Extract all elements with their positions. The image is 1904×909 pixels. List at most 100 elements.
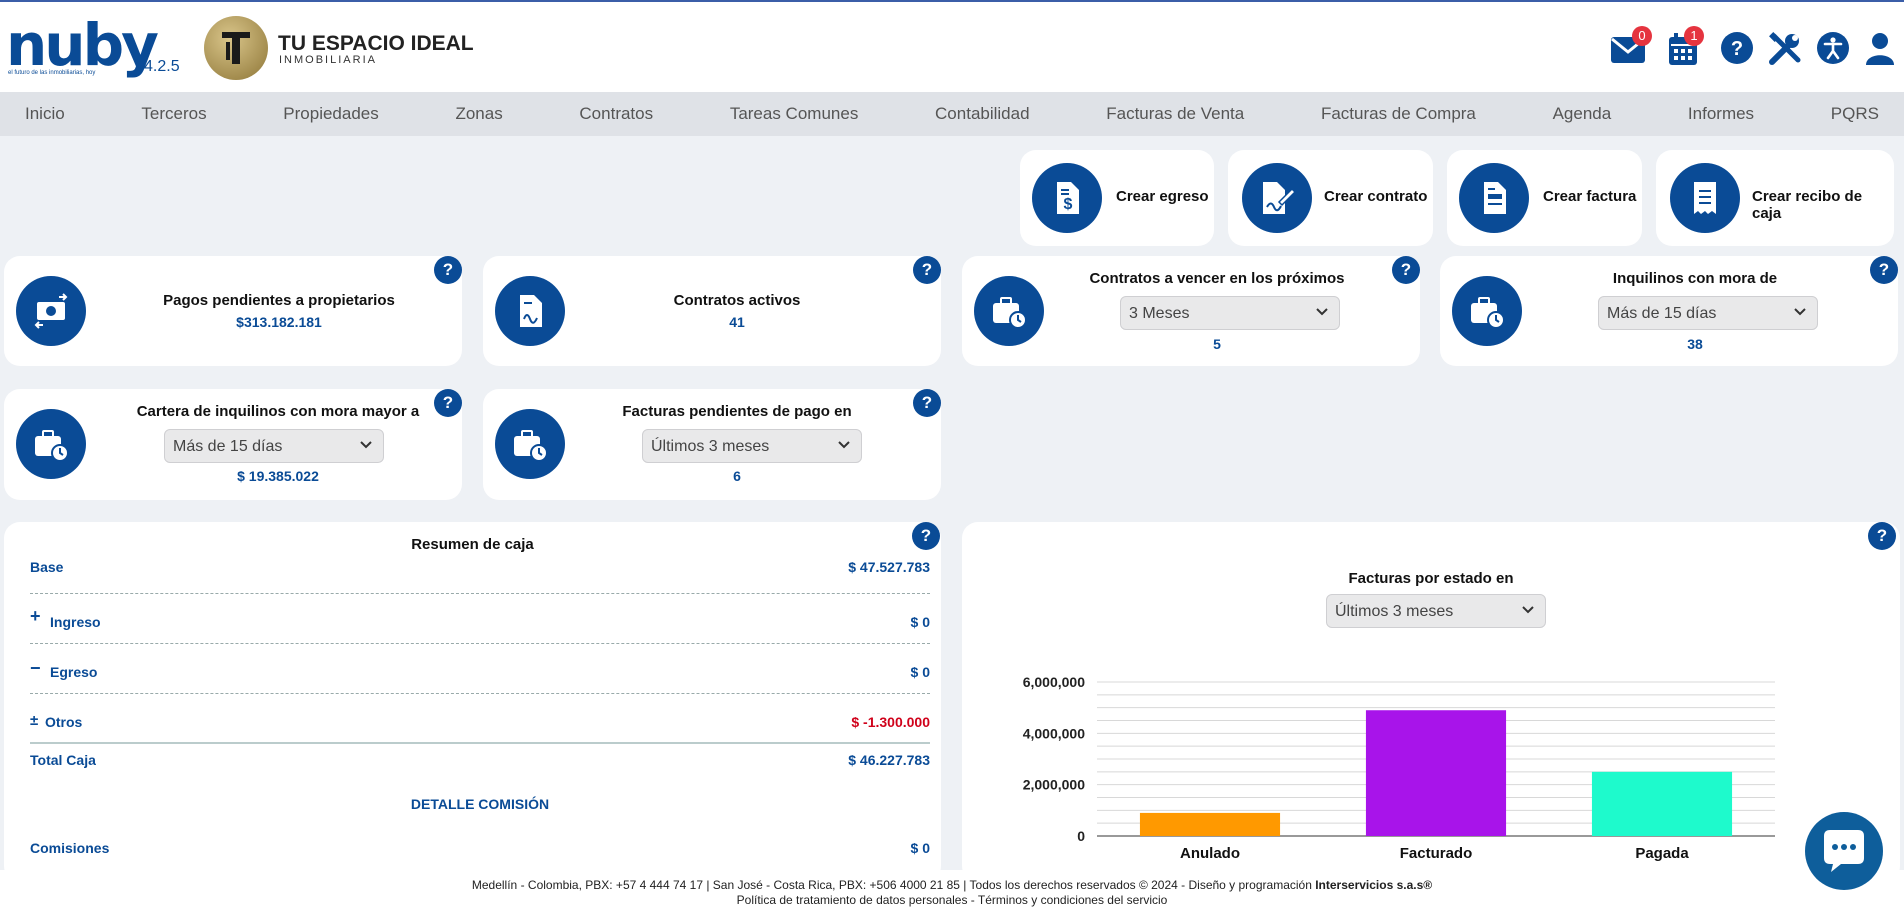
chat-button[interactable]: [1805, 812, 1883, 890]
plus-minus-icon: ±: [30, 712, 39, 729]
nav-item-informes[interactable]: Informes: [1687, 104, 1755, 123]
select-value: Más de 15 días: [173, 438, 283, 455]
minus-icon: −: [30, 658, 41, 678]
detalle-comision-title: DETALLE COMISIÓN: [410, 796, 550, 812]
footer-text: Medellín - Colombia, PBX: +57 4 444 74 1…: [471, 878, 1312, 892]
select-value: 3 Meses: [1129, 305, 1190, 322]
accessibility-icon[interactable]: [1817, 32, 1853, 68]
quick-action-crear-recibo[interactable]: Crear recibo de caja: [1656, 150, 1894, 246]
quick-action-crear-egreso[interactable]: $ Crear egreso: [1020, 150, 1214, 246]
caja-row-base: Base $ 47.527.783: [30, 524, 930, 594]
kpi-pagos-pendientes: Pagos pendientes a propietarios $313.182…: [4, 256, 462, 366]
caja-value: $ 0: [910, 664, 930, 680]
help-icon[interactable]: ?: [913, 389, 941, 417]
plus-icon: +: [30, 606, 41, 626]
help-icon[interactable]: ?: [913, 256, 941, 284]
chart-title: Facturas por estado en: [1348, 570, 1514, 587]
help-icon[interactable]: ?: [434, 256, 462, 284]
mail-icon[interactable]: 0: [1610, 26, 1652, 68]
kpi-value: $ 19.385.022: [237, 468, 319, 484]
help-icon[interactable]: ?: [1392, 256, 1420, 284]
caja-row-ingreso[interactable]: + Ingreso $ 0: [30, 594, 930, 644]
nav-item-terceros[interactable]: Terceros: [141, 104, 207, 123]
quick-action-label: Crear egreso: [1116, 188, 1209, 205]
period-select[interactable]: 3 Meses: [1120, 296, 1340, 330]
nav-item-contabilidad[interactable]: Contabilidad: [935, 104, 1030, 123]
chevron-down-icon: [1521, 603, 1535, 622]
x-tick-label: Anulado: [1180, 845, 1240, 862]
caja-title: Resumen de caja: [411, 536, 534, 553]
y-tick-label: 0: [1077, 828, 1085, 844]
bar-anulado: [1139, 812, 1281, 836]
logo-tagline: el futuro de las inmobiliarias, hoy: [8, 70, 96, 76]
y-tick-label: 6,000,000: [1023, 674, 1085, 690]
footer: Medellín - Colombia, PBX: +57 4 444 74 1…: [0, 870, 1904, 909]
caja-summary-panel: Resumen de caja ? Base $ 47.527.783 + In…: [4, 522, 941, 882]
select-value: Más de 15 días: [1607, 305, 1717, 322]
briefcase-clock-icon: [974, 276, 1044, 346]
svg-text:$: $: [1064, 196, 1073, 213]
bar-pagada: [1591, 771, 1733, 836]
mora-select[interactable]: Más de 15 días: [1598, 296, 1818, 330]
nav-item-pqrs[interactable]: PQRS: [1830, 104, 1879, 123]
chevron-down-icon: [1793, 305, 1807, 324]
nav-item-propiedades[interactable]: Propiedades: [283, 104, 379, 123]
help-icon[interactable]: ?: [1870, 256, 1898, 284]
help-icon[interactable]: ?: [1721, 32, 1757, 68]
quick-action-label: Crear factura: [1543, 188, 1637, 205]
company-subtitle: INMOBILIARIA: [279, 54, 377, 66]
nav-item-tareas-comunes[interactable]: Tareas Comunes: [729, 104, 859, 123]
nuby-logo[interactable]: nuby: [6, 11, 159, 79]
footer-links[interactable]: Política de tratamiento de datos persona…: [736, 893, 1168, 907]
quick-action-label: Crear recibo de caja: [1752, 188, 1863, 222]
kpi-facturas-pendientes: Facturas pendientes de pago en Últimos 3…: [483, 389, 941, 500]
nav-item-zonas[interactable]: Zonas: [455, 104, 503, 123]
nav-item-facturas-compra[interactable]: Facturas de Compra: [1320, 104, 1476, 123]
calendar-badge: 1: [1684, 26, 1704, 46]
main-nav: Inicio Terceros Propiedades Zonas Contra…: [0, 92, 1904, 136]
kpi-value: 38: [1687, 336, 1703, 352]
y-tick-label: 4,000,000: [1023, 725, 1085, 741]
caja-total-label: Total Caja: [30, 752, 96, 768]
kpi-title: Facturas pendientes de pago en: [622, 403, 852, 420]
caja-row-otros[interactable]: ± Otros $ -1.300.000: [30, 694, 930, 744]
footer-brand[interactable]: Interservicios s.a.s®: [1315, 878, 1433, 892]
caja-value-negative: $ -1.300.000: [851, 714, 930, 730]
caja-row-egreso[interactable]: − Egreso $ 0: [30, 644, 930, 694]
kpi-title: Cartera de inquilinos con mora mayor a: [136, 403, 420, 420]
nav-item-contratos[interactable]: Contratos: [579, 104, 654, 123]
caja-label: Comisiones: [30, 840, 110, 856]
help-icon[interactable]: ?: [912, 522, 940, 550]
version-label: v4.2.5: [136, 58, 180, 75]
chart-period-select[interactable]: Últimos 3 meses: [1326, 594, 1546, 628]
footer-line-1: Medellín - Colombia, PBX: +57 4 444 74 1…: [0, 878, 1904, 893]
cartera-select[interactable]: Más de 15 días: [164, 429, 384, 463]
tools-icon[interactable]: [1768, 32, 1804, 68]
kpi-value: 5: [1213, 336, 1221, 352]
invoice-icon: [1459, 163, 1529, 233]
user-icon[interactable]: [1865, 32, 1901, 68]
quick-action-crear-factura[interactable]: Crear factura: [1447, 150, 1642, 246]
briefcase-clock-icon: [495, 409, 565, 479]
facturas-chart-panel: ? Facturas por estado en Últimos 3 meses…: [962, 522, 1900, 882]
caja-label: Base: [30, 559, 64, 575]
kpi-title: Inquilinos con mora de: [1612, 270, 1778, 287]
kpi-value: 41: [729, 314, 745, 330]
kpi-value: $313.182.181: [236, 314, 322, 330]
quick-action-crear-contrato[interactable]: Crear contrato: [1228, 150, 1433, 246]
bar-facturado: [1365, 710, 1507, 836]
facturas-period-select[interactable]: Últimos 3 meses: [642, 429, 862, 463]
help-icon[interactable]: ?: [1868, 522, 1896, 550]
caja-label: Ingreso: [50, 614, 101, 630]
briefcase-clock-icon: [1452, 276, 1522, 346]
quick-action-label: Crear contrato: [1324, 188, 1428, 205]
nav-item-agenda[interactable]: Agenda: [1552, 104, 1612, 123]
money-transfer-icon: [16, 276, 86, 346]
caja-value: $ 0: [910, 840, 930, 856]
help-icon[interactable]: ?: [434, 389, 462, 417]
calendar-icon[interactable]: 1: [1668, 26, 1704, 68]
kpi-contratos-activos: Contratos activos 41 ?: [483, 256, 941, 366]
nav-item-facturas-venta[interactable]: Facturas de Venta: [1106, 104, 1245, 123]
caja-value: $ 0: [910, 614, 930, 630]
nav-item-inicio[interactable]: Inicio: [25, 104, 65, 123]
